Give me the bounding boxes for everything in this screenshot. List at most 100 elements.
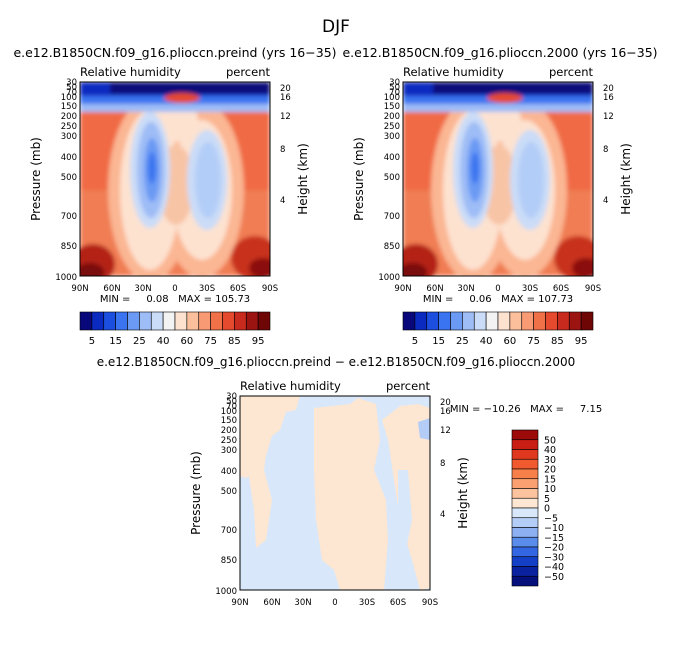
colorbar-swatch xyxy=(511,527,539,538)
svg-text:30N: 30N xyxy=(294,598,311,608)
units-label: percent xyxy=(226,65,271,79)
svg-text:30S: 30S xyxy=(522,284,538,294)
min-max-stats: MIN = 0.08 MAX = 105.73 xyxy=(100,294,250,305)
svg-text:30S: 30S xyxy=(199,284,215,294)
svg-text:60S: 60S xyxy=(230,284,246,294)
colorbar-swatch xyxy=(511,488,539,499)
colorbar-swatch xyxy=(557,311,570,331)
colorbar-swatch xyxy=(450,311,463,331)
colorbar-swatch xyxy=(568,311,582,331)
svg-text:20: 20 xyxy=(603,84,614,94)
y2-axis-ticks: 20 16 12 8 4 xyxy=(603,84,614,206)
svg-text:30: 30 xyxy=(66,78,77,88)
svg-text:300: 300 xyxy=(61,132,77,142)
svg-text:250: 250 xyxy=(221,436,237,446)
colorbar-swatch xyxy=(511,478,539,489)
svg-text:700: 700 xyxy=(61,212,77,222)
variable-label: Relative humidity xyxy=(240,379,341,393)
svg-text:700: 700 xyxy=(221,526,237,536)
svg-text:200: 200 xyxy=(384,112,400,122)
svg-text:8: 8 xyxy=(280,145,285,155)
colorbar-label: 15 xyxy=(109,336,122,347)
svg-text:250: 250 xyxy=(61,122,77,132)
colorbar-swatch xyxy=(509,311,523,331)
contour-field xyxy=(240,396,430,590)
contour-field xyxy=(403,82,593,276)
colorbar-label: 30 xyxy=(544,455,556,466)
colorbar-swatch xyxy=(511,566,539,577)
colorbar-swatch xyxy=(438,311,451,331)
svg-text:850: 850 xyxy=(61,242,77,252)
colorbar-label: 75 xyxy=(527,336,540,347)
colorbar-swatch xyxy=(174,311,188,331)
colorbar-label: 5 xyxy=(544,494,550,505)
svg-text:30N: 30N xyxy=(457,284,474,294)
svg-text:400: 400 xyxy=(221,467,237,477)
colorbar-label: 25 xyxy=(456,336,469,347)
y-axis-label: Pressure (mb) xyxy=(29,137,43,221)
colorbar-swatch xyxy=(473,311,487,331)
svg-text:30N: 30N xyxy=(134,284,151,294)
colorbar-swatch xyxy=(426,311,439,331)
colorbar-swatch xyxy=(127,311,140,331)
y-axis-ticks: 30 50 70 100 150 200 250 300 400 500 700… xyxy=(55,78,77,283)
svg-text:500: 500 xyxy=(61,173,77,183)
colorbar-swatch xyxy=(511,517,539,528)
svg-text:60S: 60S xyxy=(390,598,406,608)
svg-text:30S: 30S xyxy=(359,598,375,608)
variable-label: Relative humidity xyxy=(80,65,181,79)
svg-text:90N: 90N xyxy=(71,284,88,294)
colorbar-label: 0 xyxy=(544,504,550,515)
svg-text:20: 20 xyxy=(280,84,291,94)
svg-text:400: 400 xyxy=(61,153,77,163)
svg-text:1000: 1000 xyxy=(378,273,400,283)
svg-text:850: 850 xyxy=(221,556,237,566)
chart-panel-2000: e.e12.B1850CN.f09_g16.pliocc​n.2000 (yrs… xyxy=(342,45,657,347)
svg-text:300: 300 xyxy=(384,132,400,142)
colorbar-label: 20 xyxy=(544,465,556,476)
colorbar-swatch xyxy=(511,468,539,480)
svg-text:300: 300 xyxy=(221,446,237,456)
colorbar-label: 40 xyxy=(157,336,170,347)
svg-text:50: 50 xyxy=(226,397,237,407)
svg-text:100: 100 xyxy=(384,93,400,103)
colorbar-swatch xyxy=(511,439,539,450)
chart-panel-difference: e.e12.B1850CN.f09_g16.pliocc​n.preind − … xyxy=(97,355,602,608)
svg-text:4: 4 xyxy=(280,196,285,206)
colorbar-swatch xyxy=(222,311,235,331)
svg-text:70: 70 xyxy=(66,88,77,98)
colorbar-label: 15 xyxy=(432,336,445,347)
colorbar-swatch xyxy=(511,429,539,441)
colorbar-preind: 5 15 25 40 60 75 85 95 xyxy=(79,311,271,347)
colorbar-swatch xyxy=(414,311,428,331)
panel-title: e.e12.B1850CN.f09_g16.pliocc​n.preind (y… xyxy=(13,45,336,60)
colorbar-label: 10 xyxy=(544,484,556,495)
figure-title: DJF xyxy=(322,17,350,37)
colorbar-label: 5 xyxy=(89,336,95,347)
colorbar-label: 85 xyxy=(551,336,564,347)
min-max-stats: MIN = 0.06 MAX = 107.73 xyxy=(423,294,573,305)
colorbar-swatch xyxy=(511,536,539,548)
x-axis-ticks: 90N 60N 30N 0 30S 60S 90S xyxy=(71,284,278,294)
svg-text:12: 12 xyxy=(280,112,291,122)
svg-text:500: 500 xyxy=(221,487,237,497)
svg-text:30: 30 xyxy=(389,78,400,88)
colorbar-swatch xyxy=(511,458,539,470)
y-axis-label: Pressure (mb) xyxy=(189,451,203,535)
colorbar-label: 40 xyxy=(480,336,493,347)
y-axis-label: Pressure (mb) xyxy=(352,137,366,221)
y2-axis-ticks: 20 16 12 8 4 xyxy=(440,398,451,520)
svg-text:20: 20 xyxy=(440,398,451,408)
colorbar-label: −50 xyxy=(544,572,564,583)
svg-text:200: 200 xyxy=(221,426,237,436)
contour-field xyxy=(80,82,270,276)
colorbar-swatch xyxy=(103,311,116,331)
plot-frame xyxy=(239,395,431,591)
colorbar-label: 25 xyxy=(133,336,146,347)
svg-text:16: 16 xyxy=(603,93,614,103)
y2-axis-label: Height (km) xyxy=(296,143,310,214)
x-axis-ticks: 90N 60N 30N 0 30S 60S 90S xyxy=(231,598,438,608)
units-label: percent xyxy=(386,379,431,393)
svg-text:60N: 60N xyxy=(103,284,120,294)
